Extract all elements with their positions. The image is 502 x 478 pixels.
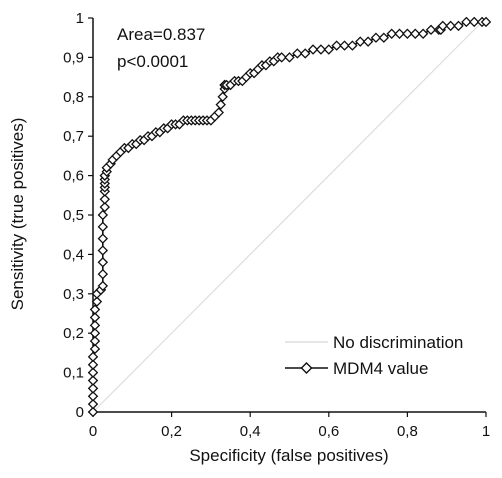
legend-label-no-discrimination: No discrimination xyxy=(333,333,463,352)
annotations: Area=0.837 p<0.0001 xyxy=(117,25,205,71)
mdm4-value-point xyxy=(323,44,335,55)
mdm4-value-point xyxy=(87,375,99,386)
y-tick-label: 0,2 xyxy=(63,325,84,342)
y-tick-label: 0,8 xyxy=(63,89,84,106)
mdm4-value-point xyxy=(292,48,303,59)
mdm4-value-point xyxy=(347,40,358,51)
mdm4-value-point xyxy=(97,257,109,268)
series-layer xyxy=(87,16,492,418)
mdm4-value-point xyxy=(355,36,366,47)
y-tick-label: 1 xyxy=(76,10,84,27)
mdm4-value-point xyxy=(97,221,109,233)
mdm4-value-point xyxy=(425,24,437,36)
legend-label-mdm4: MDM4 value xyxy=(333,359,428,378)
mdm4-value-point xyxy=(87,367,99,378)
x-tick-label: 1 xyxy=(482,423,490,440)
x-tick-label: 0,8 xyxy=(397,423,418,440)
mdm4-value-point xyxy=(99,194,111,205)
legend: No discrimination MDM4 value xyxy=(285,333,463,378)
x-tick-label: 0,6 xyxy=(318,423,339,440)
y-tick-label: 0,9 xyxy=(63,49,84,66)
y-tick-label: 0,5 xyxy=(63,207,84,224)
mdm4-value-point xyxy=(97,209,109,221)
mdm4-value-point xyxy=(97,268,109,280)
mdm4-value-point xyxy=(87,398,99,410)
mdm4-value-point xyxy=(480,16,492,28)
mdm4-value-point xyxy=(417,28,429,39)
mdm4-value-point xyxy=(307,44,319,55)
x-axis-title: Specificity (false positives) xyxy=(189,446,388,465)
mdm4-value-point xyxy=(370,32,382,43)
mdm4-value-point xyxy=(284,52,295,63)
mdm4-value-point xyxy=(339,40,350,51)
mdm4-value-point xyxy=(91,296,103,307)
y-tick-label: 0,4 xyxy=(63,246,84,263)
y-tick-label: 0,7 xyxy=(63,128,84,145)
mdm4-value-point xyxy=(276,52,287,63)
y-axis-ticks: 0 0,1 0,2 0,3 0,4 0,5 0,6 0,7 0,8 0,9 1 xyxy=(63,10,93,421)
y-tick-label: 0,3 xyxy=(63,286,84,303)
y-tick-label: 0 xyxy=(76,404,84,421)
mdm4-value-point xyxy=(394,28,405,39)
no-discrimination-line xyxy=(92,17,487,413)
mdm4-value-point xyxy=(378,32,390,43)
mdm4-value-point xyxy=(386,28,397,39)
mdm4-value-point xyxy=(87,391,99,402)
y-axis-title: Sensitivity (true positives) xyxy=(8,118,27,311)
mdm4-value-point xyxy=(89,343,101,355)
mdm4-value-point xyxy=(87,383,99,394)
mdm4-value-point xyxy=(300,48,311,59)
mdm4-value-point xyxy=(89,327,101,339)
mdm4-value-point xyxy=(89,304,101,315)
x-tick-label: 0,2 xyxy=(161,423,182,440)
mdm4-value-point xyxy=(217,91,228,103)
mdm4-value-point xyxy=(402,28,413,39)
mdm4-value-point xyxy=(445,20,456,32)
mdm4-value-point xyxy=(213,107,224,118)
mdm4-value-point xyxy=(89,320,101,331)
mdm4-value-point xyxy=(99,201,111,213)
mdm4-value-point xyxy=(87,406,99,418)
mdm4-value-point xyxy=(437,20,448,32)
mdm4-value-point xyxy=(468,16,480,28)
mdm4-value-point xyxy=(87,351,99,363)
mdm4-value-point xyxy=(89,312,101,323)
mdm4-value-point xyxy=(215,99,226,110)
mdm4-value-point xyxy=(461,16,472,28)
mdm4-value-point xyxy=(331,40,342,51)
legend-marker-mdm4 xyxy=(300,362,313,374)
mdm4-value-point xyxy=(410,28,421,39)
x-tick-label: 0 xyxy=(89,423,97,440)
mdm4-value-point xyxy=(97,245,109,256)
mdm4-value-point xyxy=(453,20,464,32)
x-tick-label: 0,4 xyxy=(240,423,261,440)
p-value-annotation: p<0.0001 xyxy=(117,52,188,71)
x-axis-ticks: 0 0,2 0,4 0,6 0,8 1 xyxy=(89,412,490,440)
y-tick-label: 0,6 xyxy=(63,168,84,185)
y-tick-label: 0,1 xyxy=(63,365,84,382)
area-annotation: Area=0.837 xyxy=(117,25,205,44)
mdm4-value-point xyxy=(97,233,109,244)
mdm4-value-point xyxy=(87,359,99,370)
mdm4-value-point xyxy=(362,36,374,47)
mdm4-value-point xyxy=(315,44,327,55)
mdm4-value-point xyxy=(97,280,109,292)
mdm4-value-point xyxy=(89,335,101,347)
